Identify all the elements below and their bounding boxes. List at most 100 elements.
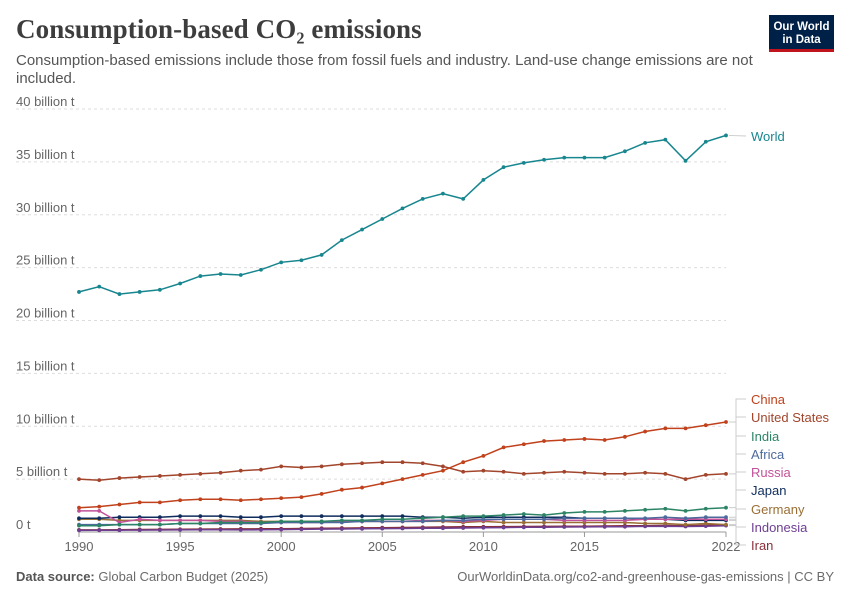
data-point <box>643 524 648 529</box>
data-point <box>582 437 587 441</box>
data-point <box>623 471 627 476</box>
data-point <box>400 514 405 519</box>
footer-url[interactable]: OurWorldinData.org/co2-and-greenhouse-ga… <box>457 569 834 584</box>
data-point <box>521 512 526 516</box>
data-point <box>441 526 445 531</box>
series-label-iran[interactable]: Iran <box>751 538 773 553</box>
series-label-russia[interactable]: Russia <box>751 465 792 480</box>
footer-source: Data source: Global Carbon Budget (2025) <box>16 569 268 584</box>
data-point <box>299 514 304 519</box>
data-point <box>380 514 385 519</box>
series-label-indonesia[interactable]: Indonesia <box>751 520 808 535</box>
data-point <box>97 478 102 483</box>
data-point <box>521 517 526 522</box>
y-tick-label: 5 billion t <box>16 464 68 479</box>
data-point <box>461 460 466 465</box>
data-point <box>279 464 284 469</box>
series-label-germany[interactable]: Germany <box>751 502 805 517</box>
data-point <box>724 471 728 476</box>
series-world[interactable] <box>77 133 728 296</box>
y-tick-label: 25 billion t <box>16 253 75 268</box>
y-tick-label: 10 billion t <box>16 411 75 426</box>
series-united-states[interactable] <box>77 460 728 483</box>
data-point <box>420 519 425 524</box>
data-point <box>279 514 284 519</box>
source-value[interactable]: Global Carbon Budget (2025) <box>98 569 269 584</box>
logo-line-1: Our World <box>773 21 830 33</box>
data-point <box>562 516 567 521</box>
data-point <box>441 464 445 469</box>
data-point <box>137 290 142 294</box>
series-label-united-states[interactable]: United States <box>751 410 830 425</box>
series-china[interactable] <box>77 420 728 510</box>
data-point <box>198 518 203 523</box>
data-point <box>501 445 506 450</box>
data-point <box>501 513 506 517</box>
data-point <box>319 492 324 496</box>
data-point <box>198 274 203 278</box>
data-point <box>562 155 567 160</box>
data-point <box>117 522 122 527</box>
series-india[interactable] <box>77 505 728 528</box>
x-tick-label: 2005 <box>368 539 397 554</box>
data-point <box>623 508 627 513</box>
series-label-africa[interactable]: Africa <box>751 447 785 462</box>
data-point <box>339 238 344 243</box>
y-tick-label: 30 billion t <box>16 200 75 215</box>
chart-subtitle: Consumption-based emissions include thos… <box>16 52 753 87</box>
data-point <box>77 528 81 533</box>
chart-title: Consumption-based CO₂ emissions <box>16 14 422 44</box>
data-point <box>703 521 708 526</box>
data-point <box>643 507 648 512</box>
data-point <box>542 470 546 475</box>
data-point <box>218 470 223 475</box>
data-point <box>360 461 364 466</box>
grid-lines <box>16 108 726 480</box>
x-tick-label: 2022 <box>712 539 741 554</box>
data-point <box>461 196 466 201</box>
series-indonesia[interactable] <box>77 523 728 533</box>
data-point <box>339 514 344 519</box>
data-point <box>137 522 142 527</box>
data-point <box>501 469 506 474</box>
data-point <box>481 525 486 530</box>
data-point <box>218 527 223 532</box>
data-point <box>178 518 182 523</box>
data-point <box>299 258 304 263</box>
data-point <box>441 515 445 520</box>
series-label-china[interactable]: China <box>751 392 786 407</box>
data-point <box>542 520 546 525</box>
data-point <box>157 518 162 523</box>
data-point <box>703 423 708 428</box>
data-point <box>198 471 203 476</box>
data-point <box>400 517 405 522</box>
data-point <box>663 524 668 529</box>
series-label-japan[interactable]: Japan <box>751 483 786 498</box>
series-label-world[interactable]: World <box>751 129 785 144</box>
data-point <box>562 469 567 474</box>
series-label-india[interactable]: India <box>751 429 780 444</box>
data-point <box>623 149 627 154</box>
data-point <box>643 516 648 521</box>
y-tick-label: 20 billion t <box>16 306 75 321</box>
data-point <box>481 517 486 522</box>
data-point <box>663 426 668 431</box>
data-point <box>521 161 526 165</box>
data-point <box>623 524 627 529</box>
data-point <box>198 514 203 519</box>
label-connector <box>729 524 746 546</box>
data-point <box>724 420 728 424</box>
series-labels: World China United States India Africa Russia… <box>728 129 830 553</box>
data-point <box>319 514 324 519</box>
data-point <box>420 526 425 531</box>
data-point <box>420 516 425 521</box>
data-point <box>724 515 728 520</box>
y-tick-label: 15 billion t <box>16 358 75 373</box>
owid-logo[interactable]: Our World in Data <box>769 15 834 52</box>
data-point <box>259 467 263 472</box>
data-point <box>380 517 385 522</box>
data-point <box>157 500 162 505</box>
data-point <box>501 520 506 525</box>
data-point <box>299 465 304 470</box>
data-point <box>77 516 81 521</box>
